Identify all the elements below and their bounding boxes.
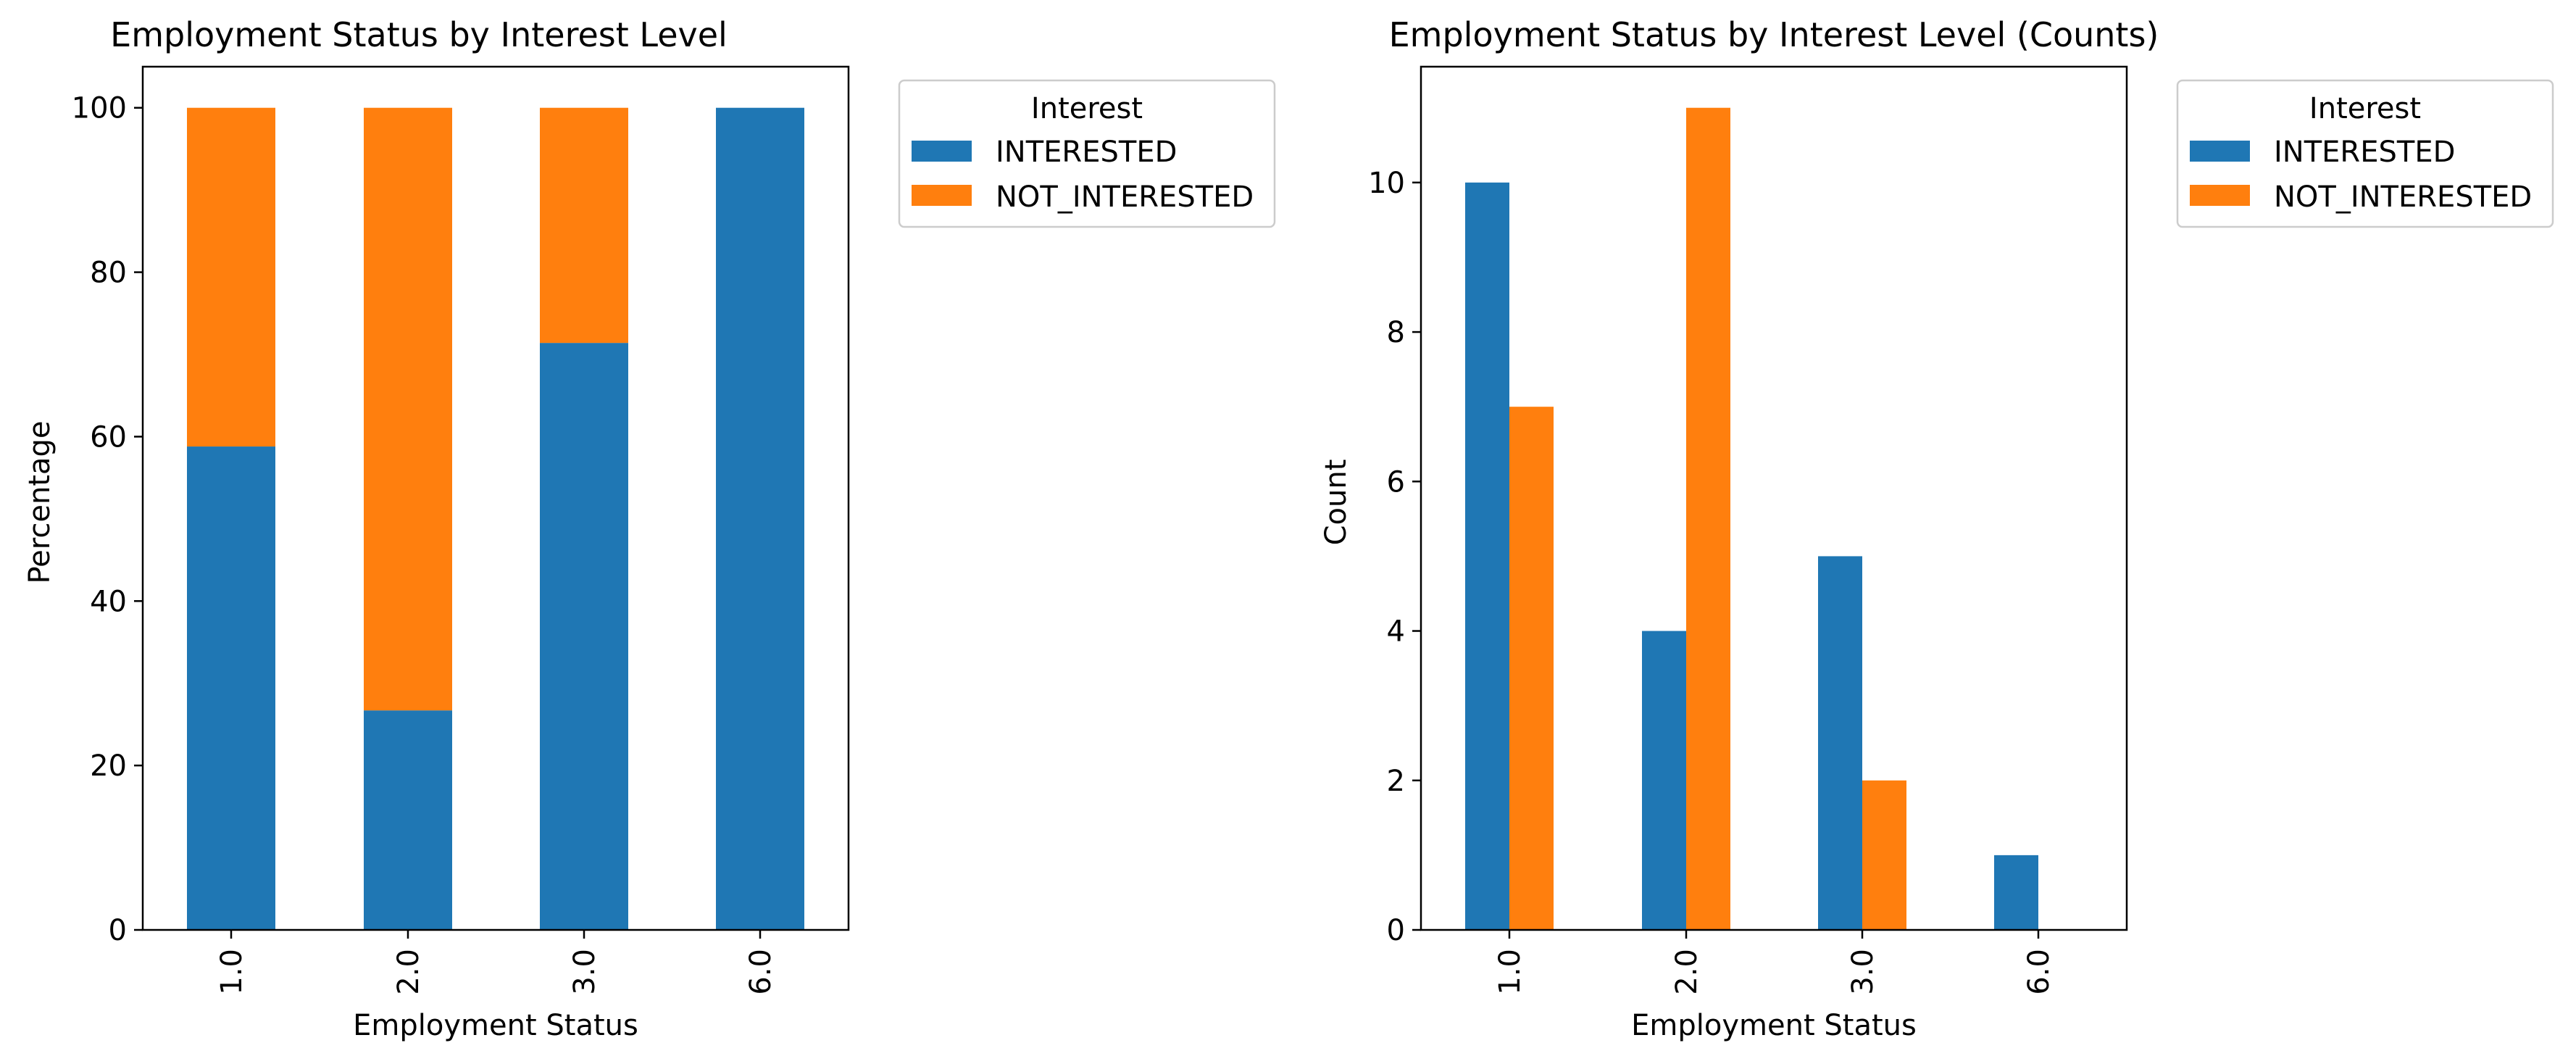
bar-interested: [1465, 182, 1509, 930]
legend-label-not-interested: NOT_INTERESTED: [2274, 180, 2532, 214]
y-tick-label: 40: [90, 585, 127, 618]
legend-swatch-interested: [2190, 141, 2250, 162]
legend-swatch-interested: [912, 141, 972, 162]
bar-not-interested: [540, 107, 628, 344]
bar-interested: [364, 710, 452, 930]
chart-title: Employment Status by Interest Level (Cou…: [1389, 15, 2159, 54]
bar-not-interested: [1686, 107, 1730, 931]
y-tick-label: 10: [1368, 167, 1405, 200]
y-axis-ticks: 0 20 40 60 80 100: [72, 92, 143, 947]
legend-swatch-not-interested: [912, 185, 972, 206]
x-tick-label: 6.0: [2022, 949, 2056, 995]
plot-frame: [1420, 65, 2128, 931]
bar-interested: [1818, 556, 1862, 930]
x-tick-label: 3.0: [568, 949, 601, 995]
y-axis-ticks: 0 2 4 6 8 10: [1368, 167, 1421, 947]
legend-title: Interest: [2309, 92, 2421, 125]
x-axis-ticks: 1.0 2.0 3.0 6.0: [215, 930, 778, 995]
y-tick-label: 4: [1387, 615, 1405, 649]
legend-label-interested: INTERESTED: [2274, 136, 2455, 169]
x-axis-label: Employment Status: [1631, 1009, 1917, 1042]
legend-box: [898, 79, 1276, 228]
bar-interested: [716, 107, 804, 931]
bar-not-interested: [187, 107, 275, 447]
legend-box: [2176, 79, 2554, 228]
legend-label-interested: INTERESTED: [996, 136, 1177, 169]
x-tick-label: 1.0: [215, 949, 249, 995]
legend-swatch-not-interested: [2190, 185, 2250, 206]
chart-title: Employment Status by Interest Level: [110, 15, 728, 54]
bar-not-interested: [364, 107, 452, 711]
x-axis-label: Employment Status: [353, 1009, 638, 1042]
x-tick-label: 3.0: [1846, 949, 1880, 995]
bar-interested: [187, 446, 275, 930]
bar-interested: [1994, 855, 2038, 930]
x-tick-label: 6.0: [744, 949, 778, 995]
y-tick-label: 60: [90, 420, 127, 454]
x-tick-label: 1.0: [1493, 949, 1527, 995]
x-tick-label: 2.0: [1670, 949, 1704, 995]
y-tick-label: 2: [1387, 765, 1405, 798]
legend-title: Interest: [1031, 92, 1143, 125]
legend-label-not-interested: NOT_INTERESTED: [996, 180, 1254, 214]
bars: [187, 107, 804, 931]
legend: Interest INTERESTED NOT_INTERESTED: [898, 79, 1276, 228]
percentage-chart: Employment Status by Interest Level Perc…: [23, 15, 1276, 1042]
y-tick-label: 8: [1387, 316, 1405, 349]
y-tick-label: 100: [72, 92, 127, 125]
x-tick-label: 2.0: [392, 949, 425, 995]
legend: Interest INTERESTED NOT_INTERESTED: [2176, 79, 2554, 228]
counts-chart: Employment Status by Interest Level (Cou…: [1320, 15, 2554, 1042]
bars: [1465, 107, 2038, 931]
bar-not-interested: [1862, 780, 1906, 930]
bar-interested: [540, 343, 628, 930]
bar-not-interested: [1509, 407, 1554, 930]
y-axis-label: Count: [1320, 460, 1353, 546]
y-tick-label: 20: [90, 749, 127, 783]
y-tick-label: 80: [90, 257, 127, 290]
y-tick-label: 0: [109, 914, 127, 947]
x-axis-ticks: 1.0 2.0 3.0 6.0: [1493, 930, 2056, 995]
plot-frame: [141, 65, 850, 931]
y-tick-label: 0: [1387, 914, 1405, 947]
bar-interested: [1642, 631, 1686, 930]
y-tick-label: 6: [1387, 465, 1405, 499]
y-axis-label: Percentage: [23, 420, 57, 583]
